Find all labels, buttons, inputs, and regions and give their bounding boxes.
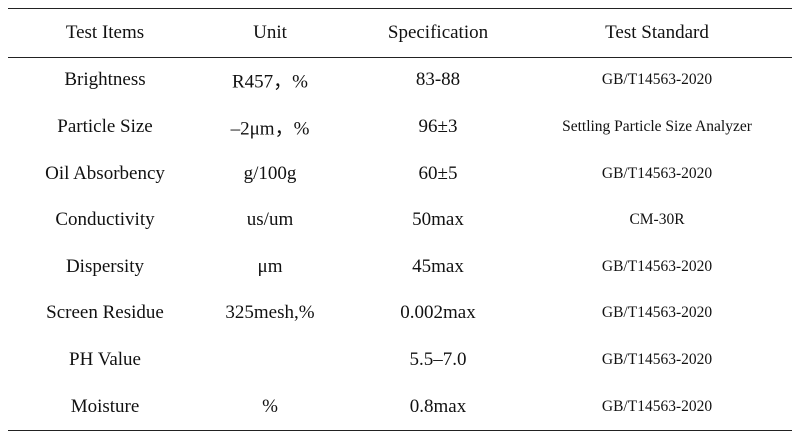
item-cell: PH Value	[69, 349, 141, 371]
spec-cell: 0.002max	[400, 302, 476, 324]
top-rule	[8, 8, 792, 9]
unit-cell: –2μm，%	[230, 118, 310, 140]
item-cell: Brightness	[64, 69, 146, 91]
item-cell: Screen Residue	[46, 302, 164, 324]
header-rule	[8, 57, 792, 58]
unit-cell: μm	[257, 255, 283, 277]
header-cell: Specification	[387, 22, 489, 43]
standard-cell: GB/T14563-2020	[601, 304, 713, 322]
standard-cell: GB/T14563-2020	[601, 351, 713, 369]
unit-cell: %	[262, 395, 278, 417]
spec-cell: 50max	[412, 209, 464, 231]
item-cell: Oil Absorbency	[45, 162, 165, 184]
standard-cell: GB/T14563-2020	[601, 71, 713, 89]
standard-cell: GB/T14563-2020	[601, 164, 713, 182]
standard-cell: GB/T14563-2020	[601, 257, 713, 275]
spec-cell: 0.8max	[409, 395, 467, 417]
standard-cell: Settling Particle Size Analyzer	[562, 117, 752, 135]
unit-cell: us/um	[246, 209, 294, 231]
spec-cell: 60±5	[418, 162, 458, 184]
header-cell: Unit	[253, 22, 287, 43]
header-cell: Test Standard	[605, 22, 709, 43]
item-cell: Dispersity	[65, 255, 145, 277]
unit-cell: R457，%	[231, 71, 309, 93]
item-cell: Moisture	[70, 395, 140, 417]
unit-cell: 325mesh,%	[225, 302, 315, 324]
standard-cell: CM-30R	[629, 211, 685, 229]
unit-cell: g/100g	[243, 162, 297, 184]
item-cell: Particle Size	[57, 115, 153, 137]
spec-cell: 83-88	[415, 69, 461, 91]
spec-cell: 96±3	[418, 115, 458, 137]
spec-cell: 45max	[412, 255, 464, 277]
standard-cell: GB/T14563-2020	[601, 397, 713, 415]
spec-cell: 5.5–7.0	[409, 349, 467, 371]
header-cell: Test Items	[65, 22, 145, 43]
item-cell: Conductivity	[55, 209, 155, 231]
bottom-rule	[8, 430, 792, 431]
